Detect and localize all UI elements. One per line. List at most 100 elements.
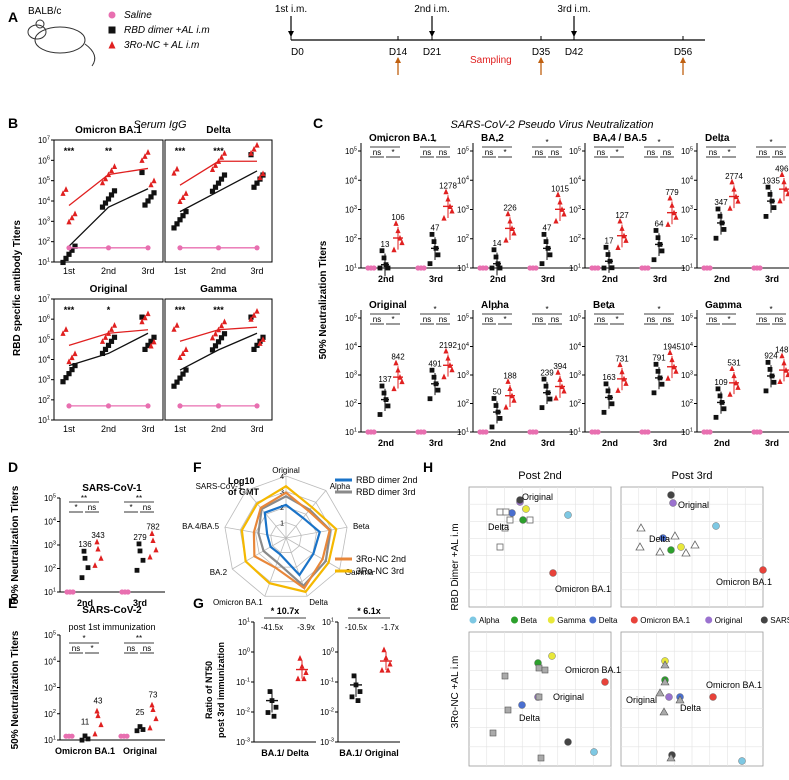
x-tick-label: 2nd: [602, 438, 618, 448]
data-point: [177, 245, 183, 251]
sig-mark: ns: [143, 503, 151, 512]
radar-axis-label: Beta: [353, 522, 370, 531]
rbd-point: [763, 388, 769, 394]
data-point: [139, 169, 145, 176]
map-row-title: 3Ro-NC +AL i.m: [450, 656, 461, 729]
sig-mark: ns: [551, 315, 559, 324]
3ro-point: [553, 217, 559, 224]
map-label: Delta: [488, 522, 509, 532]
rbd-point: [134, 728, 140, 734]
arrow-head: [429, 31, 435, 37]
radar-spoke: [245, 490, 287, 539]
data-point: [215, 403, 222, 409]
y-tick-label: 101: [345, 263, 357, 273]
rbd-point: [771, 205, 777, 211]
rbd-point: [493, 403, 499, 408]
data-point: [180, 350, 186, 356]
subplot-title: Omicron BA.1: [75, 125, 142, 136]
y-tick-label: 101: [569, 263, 581, 273]
map-legend-marker: [705, 616, 713, 624]
serum-marker: [506, 516, 514, 524]
3ro-point: [735, 384, 741, 390]
ratio-label: -41.5x: [261, 623, 283, 632]
sig-mark: ns: [373, 315, 381, 324]
antigen-point: [548, 652, 556, 660]
radar-series: [263, 503, 322, 577]
y-tick-label: 102: [38, 395, 50, 405]
sig-mark: **: [136, 494, 142, 503]
antigen-point: [709, 693, 717, 701]
x-tick-label: 2nd: [602, 274, 618, 284]
3ro-point: [399, 378, 405, 385]
data-point: [60, 190, 66, 196]
rbd-point: [601, 265, 607, 271]
data-point: [254, 307, 260, 314]
radar-axis-label: Omicron BA.1: [213, 598, 263, 607]
y-tick-label: 101: [681, 263, 693, 273]
data-point: [60, 259, 66, 266]
x-tick-label: 1st: [63, 266, 76, 276]
3ro-point: [777, 378, 783, 385]
3ro-point: [449, 366, 455, 373]
sig-mark: *: [607, 138, 610, 147]
gmt-value: 47: [431, 224, 440, 233]
x-tick-label: 2nd: [378, 274, 394, 284]
data-point: [66, 251, 72, 257]
data-point: [66, 371, 72, 377]
data-point: [145, 403, 151, 409]
arrow-head: [288, 31, 294, 37]
rbd-point: [140, 557, 146, 563]
panel-label-D: D: [8, 459, 18, 475]
radar-series: [240, 484, 338, 594]
gmt-value: 731: [615, 354, 629, 363]
y-tick-label: 102: [681, 399, 693, 409]
sig-mark: ns: [88, 503, 96, 512]
y-tick-label: 101: [322, 617, 334, 627]
rbd-point: [603, 244, 609, 250]
fold-change: * 6.1x: [357, 606, 381, 616]
subplot-title: Alpha: [481, 300, 509, 311]
sig-mark: *: [503, 315, 506, 324]
3ro-point: [617, 217, 623, 224]
data-point: [209, 347, 216, 353]
subplot-title: Original: [369, 300, 407, 311]
sig-mark: *: [90, 644, 93, 653]
map-label: Omicron BA.1: [555, 584, 611, 594]
panel-e-ylabel: 50% Neutralization Titers: [10, 630, 21, 749]
ratio-point: [273, 704, 279, 710]
3ro-point: [150, 706, 156, 713]
rbd-point: [85, 565, 91, 571]
ratio-point: [385, 666, 391, 673]
arrow-head: [571, 31, 577, 37]
rbd-point: [497, 265, 503, 271]
data-point: [251, 145, 257, 152]
y-tick-label: 106: [38, 156, 50, 166]
x-tick-label: 2nd: [211, 424, 226, 434]
gmt-value: 791: [652, 354, 666, 363]
panel-g-ylabel: Ratio of NT50: [204, 661, 214, 719]
data-point: [221, 172, 228, 178]
3ro-point: [147, 724, 153, 731]
significance-stars: ***: [175, 146, 186, 156]
3ro-point: [441, 373, 447, 380]
3ro-point: [553, 394, 559, 401]
subplot-title: Beta: [593, 300, 615, 311]
3ro-point: [505, 378, 511, 384]
gmt-value: 394: [553, 362, 567, 371]
sig-mark: *: [607, 305, 610, 314]
serum-marker: [502, 508, 510, 516]
sig-mark: ns: [775, 148, 783, 157]
serum-marker: [670, 531, 680, 540]
rbd-point: [721, 406, 727, 412]
sig-mark: *: [129, 503, 132, 512]
y-tick-label: 103: [569, 370, 581, 380]
3ro-point: [729, 365, 735, 372]
rbd-point: [601, 409, 607, 415]
sig-mark: ns: [143, 644, 151, 653]
data-point: [218, 322, 225, 329]
sig-mark: *: [545, 305, 548, 314]
y-tick-label: 102: [44, 564, 56, 574]
y-tick-label: 103: [681, 205, 693, 215]
y-tick-label: 105: [38, 176, 50, 186]
panel-label-F: F: [193, 459, 202, 475]
